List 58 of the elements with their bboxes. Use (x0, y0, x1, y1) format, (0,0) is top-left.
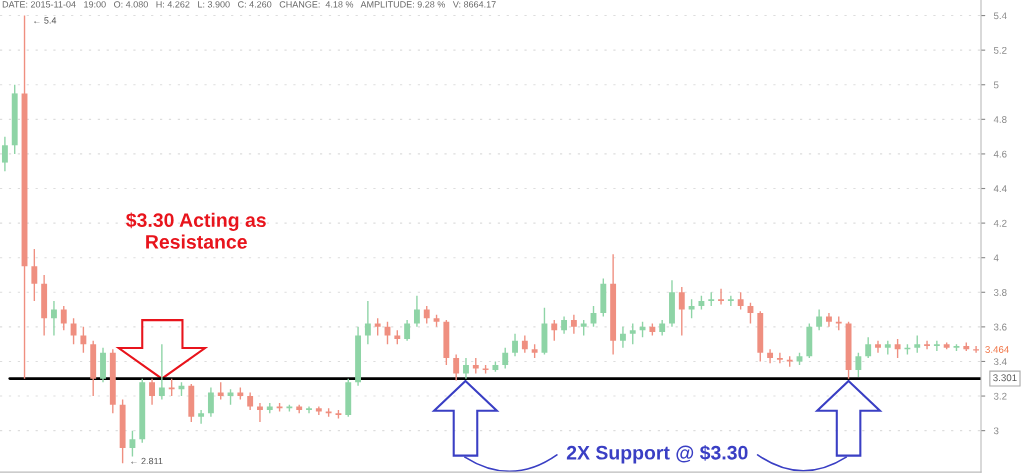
annotation: ← 2.811 (131, 457, 163, 465)
ref-line-label: 3.301 (993, 374, 1017, 382)
annotation: ← 5.4 (34, 17, 57, 24)
text: 3.464 (985, 346, 1009, 353)
candlestick (80, 326, 87, 354)
candlestick (776, 352, 783, 364)
candlestick (855, 352, 862, 378)
annotation: DATE: 2015-11-04 19:00 O: 4.080 H: 4.262 L: 3.900 C: 4.260 CHANGE: 4.18 % AMPLITUDE: 9.28 % V: 8664.17 (2, 1, 496, 8)
candlestick (875, 340, 881, 354)
candlestick (207, 386, 214, 418)
candlestick (60, 305, 67, 332)
candlestick (502, 346, 509, 370)
candlestick (51, 300, 57, 337)
candlestick (551, 319, 558, 342)
candlestick (198, 409, 205, 425)
candlestick (463, 357, 469, 380)
y-tick-label: 5 (993, 81, 999, 89)
candlestick (894, 338, 901, 359)
candlestick (767, 348, 774, 364)
y-tick-label: 3.6 (993, 323, 1007, 331)
candlestick (973, 345, 980, 354)
candlestick (70, 317, 77, 345)
candlestick (727, 295, 734, 307)
candlestick (816, 308, 823, 332)
candlestick (629, 322, 636, 345)
annotation: $3.30 Acting as Resistance (126, 212, 266, 249)
candlestick (688, 298, 695, 319)
candlestick (413, 295, 420, 328)
candlestick (306, 405, 312, 415)
y-tick-label: 3.4 (993, 358, 1007, 366)
y-tick-label: 3.2 (993, 392, 1007, 400)
candlestick (158, 343, 165, 401)
y-tick-label: 4.8 (993, 116, 1007, 123)
annotation: 2X Support @ $3.30 (566, 444, 748, 464)
candlestick (512, 333, 518, 357)
candlestick (149, 378, 155, 406)
candlestick (31, 248, 38, 302)
y-tick-label: 4 (993, 254, 999, 262)
candlestick (933, 340, 940, 352)
y-tick-label: 5.2 (993, 46, 1007, 54)
candlestick (129, 429, 136, 458)
y-tick-label: 4.2 (993, 219, 1007, 227)
candlestick (570, 314, 577, 335)
candlestick (718, 288, 724, 306)
candlestick (1, 135, 8, 172)
y-tick-label: 3 (993, 427, 999, 435)
candlestick (453, 353, 460, 382)
candlestick (257, 402, 263, 423)
y-tick-label: 5.4 (993, 12, 1007, 20)
candlestick (678, 286, 685, 337)
y-tick-label: 4.4 (993, 185, 1007, 193)
candlestick (364, 300, 371, 345)
candlestick (924, 340, 930, 351)
candlestick (865, 336, 872, 359)
candlestick (404, 319, 411, 342)
y-tick-label: 4.6 (993, 150, 1007, 158)
y-tick-label: 3.8 (993, 289, 1007, 296)
candlestick (619, 326, 626, 349)
